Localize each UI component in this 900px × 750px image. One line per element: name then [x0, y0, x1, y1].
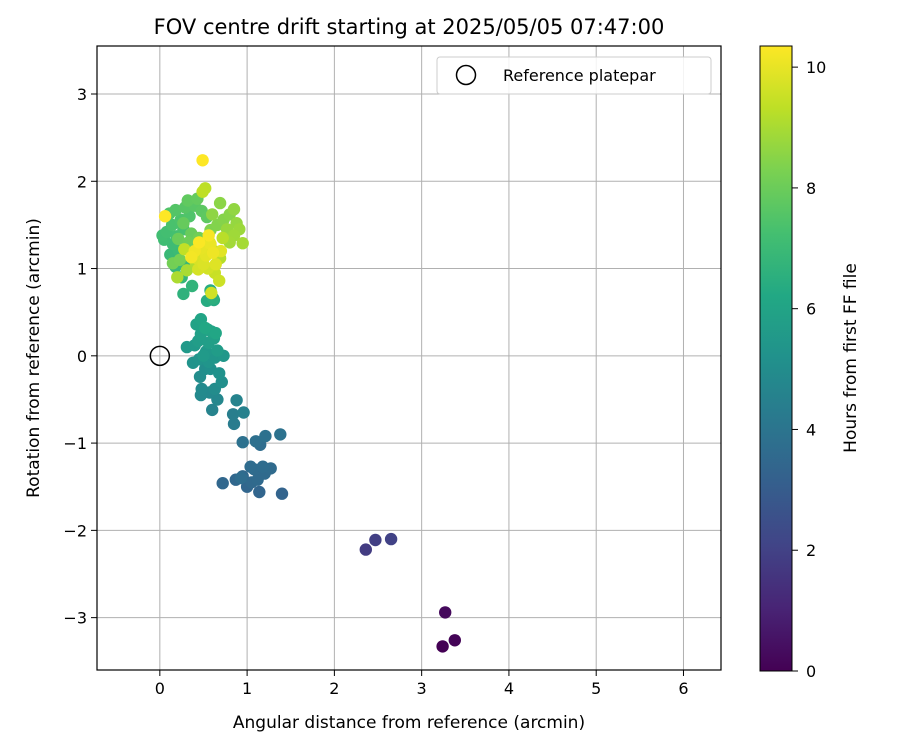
data-point [181, 194, 194, 207]
plot-area-frame [96, 45, 722, 671]
data-point [169, 203, 182, 217]
data-point [197, 349, 210, 362]
data-point [249, 435, 262, 448]
colorbar-tick-label: 6 [806, 300, 816, 319]
colorbar-label: Hours from first FF file [841, 263, 861, 453]
colorbar-tick-label: 2 [806, 541, 816, 560]
data-point [439, 606, 452, 619]
data-point [230, 394, 243, 407]
data-point [234, 471, 248, 485]
data-point [216, 477, 229, 490]
y-tick-label: 3 [77, 85, 87, 104]
data-point [384, 532, 398, 546]
data-point [180, 264, 194, 277]
y-tick-label: 1 [77, 260, 87, 279]
data-point [205, 286, 218, 300]
data-point [172, 232, 185, 246]
y-tick-label: −1 [63, 434, 87, 453]
data-point [192, 236, 206, 249]
data-point [227, 203, 241, 216]
data-point [196, 185, 209, 198]
data-points [156, 154, 461, 653]
data-point [177, 217, 190, 230]
data-point [199, 321, 212, 335]
colorbar-tick-label: 10 [806, 58, 826, 77]
data-point [171, 271, 184, 284]
grid [97, 46, 721, 670]
colorbar-tick-label: 8 [806, 179, 816, 198]
data-point [274, 428, 287, 441]
data-point [226, 408, 240, 421]
reference-marker-layer [149, 345, 171, 367]
x-axis-label: Angular distance from reference (arcmin) [233, 713, 585, 733]
data-point [209, 326, 222, 340]
y-tick-label: −2 [63, 521, 87, 540]
data-point [369, 533, 382, 547]
data-point [256, 460, 269, 473]
data-point [185, 279, 199, 293]
x-tick-label: 2 [329, 679, 339, 698]
colorbar-tick-label: 4 [806, 420, 816, 439]
x-tick-label: 5 [591, 679, 601, 698]
data-point [448, 634, 461, 647]
data-point [185, 251, 198, 264]
data-point [202, 229, 215, 242]
data-point [227, 417, 241, 431]
y-tick-label: 2 [77, 172, 87, 191]
data-point [206, 246, 220, 259]
y-axis-label: Rotation from reference (arcmin) [24, 218, 44, 498]
data-point [436, 640, 449, 653]
x-tick-label: 0 [155, 679, 165, 698]
colorbar: 0 2 4 6 8 10 Hours from first FF file [759, 45, 861, 681]
legend: Reference platepar [436, 56, 712, 95]
data-point [359, 543, 372, 556]
data-point [236, 436, 249, 449]
data-point [213, 196, 227, 210]
y-tick-label: 0 [77, 347, 87, 366]
data-point [244, 460, 257, 473]
colorbar-tick-label: 0 [806, 662, 816, 681]
data-point [253, 485, 266, 499]
data-point [173, 253, 187, 266]
x-tick-label: 6 [678, 679, 688, 698]
legend-entry-label: Reference platepar [503, 66, 656, 85]
data-point [177, 287, 190, 301]
data-point [209, 258, 222, 271]
data-point [213, 367, 226, 380]
data-point [259, 429, 272, 443]
x-tick-label: 3 [417, 679, 427, 698]
data-point [158, 210, 172, 223]
data-point [211, 344, 224, 357]
data-point [213, 274, 226, 287]
y-tick-label: −3 [63, 609, 87, 628]
x-tick-label: 1 [242, 679, 252, 698]
reference-platepar-marker [149, 345, 171, 367]
axis-ticks: 0 1 2 3 4 5 6 −3 −2 −1 0 1 2 3 [63, 85, 688, 698]
colorbar-ticks: 0 2 4 6 8 10 [792, 58, 826, 681]
legend-box [436, 56, 712, 95]
data-point [237, 406, 250, 419]
data-point [216, 231, 229, 245]
data-point [195, 382, 208, 396]
x-tick-label: 4 [504, 679, 514, 698]
data-point [275, 487, 289, 500]
colorbar-gradient [759, 45, 793, 672]
data-point [236, 237, 249, 250]
chart-title: FOV centre drift starting at 2025/05/05 … [154, 15, 665, 39]
data-point [196, 154, 209, 167]
data-point [206, 403, 219, 417]
data-point [206, 208, 219, 221]
legend-reference-marker [455, 64, 477, 86]
